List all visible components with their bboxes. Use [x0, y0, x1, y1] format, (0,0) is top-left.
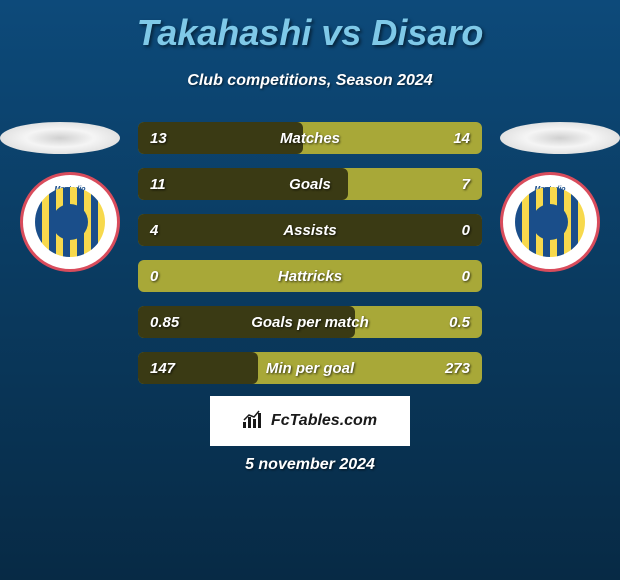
chart-icon [243, 410, 265, 433]
club-badge-left: Montedio [20, 172, 120, 272]
stat-row: 1314Matches [138, 122, 482, 154]
brand-attribution: FcTables.com [210, 396, 410, 446]
club-badge-right: Montedio [500, 172, 600, 272]
stat-label: Hattricks [138, 268, 482, 285]
stat-label: Min per goal [138, 360, 482, 377]
stat-label: Goals per match [138, 314, 482, 331]
subtitle: Club competitions, Season 2024 [0, 72, 620, 90]
stats-comparison: 1314Matches 117Goals 40Assists 00Hattricks 0… [138, 122, 482, 398]
player-silhouette-right [500, 122, 620, 154]
stat-row: 117Goals [138, 168, 482, 200]
brand-text: FcTables.com [271, 412, 377, 430]
stat-row: 147273Min per goal [138, 352, 482, 384]
stat-row: 00Hattricks [138, 260, 482, 292]
date-text: 5 november 2024 [0, 456, 620, 474]
player-silhouette-left [0, 122, 120, 154]
stat-label: Matches [138, 130, 482, 147]
stat-row: 40Assists [138, 214, 482, 246]
stat-label: Assists [138, 222, 482, 239]
page-title: Takahashi vs Disaro [0, 0, 620, 54]
stat-label: Goals [138, 176, 482, 193]
stat-row: 0.850.5Goals per match [138, 306, 482, 338]
